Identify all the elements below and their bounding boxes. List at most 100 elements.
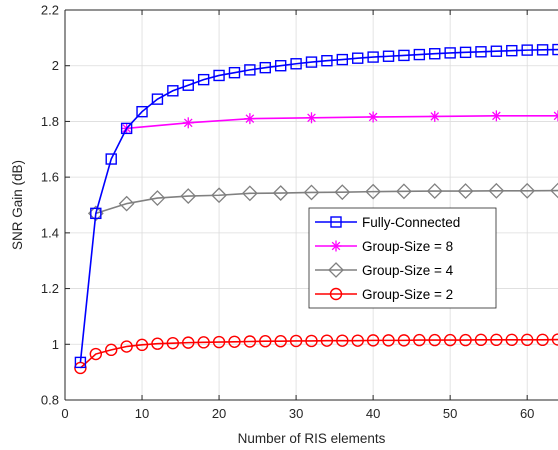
data-point — [135, 338, 149, 352]
legend-label: Fully-Connected — [362, 215, 460, 230]
x-tick-label: 50 — [443, 406, 457, 421]
data-point — [413, 333, 426, 347]
data-point — [396, 183, 412, 200]
asterisk-stroke — [553, 111, 558, 117]
data-point — [74, 356, 87, 369]
data-point — [197, 336, 210, 349]
data-point — [306, 112, 317, 124]
asterisk-stroke — [183, 118, 193, 128]
x-tick-label: 60 — [520, 406, 534, 421]
data-point — [243, 335, 257, 348]
data-point — [290, 58, 302, 70]
data-point — [305, 334, 318, 348]
asterisk-stroke — [368, 112, 378, 122]
data-point — [259, 335, 272, 348]
legend-entry: Fully-Connected — [315, 215, 460, 230]
data-point — [365, 183, 382, 200]
data-point — [151, 337, 164, 350]
data-point — [429, 110, 441, 122]
data-point — [105, 153, 117, 165]
data-point — [444, 47, 456, 59]
axes — [64, 9, 558, 401]
data-point — [180, 188, 197, 205]
legend-label: Group-Size = 8 — [362, 239, 453, 254]
data-point — [211, 187, 227, 204]
series-0 — [74, 43, 558, 369]
x-tick-label: 30 — [289, 406, 303, 421]
data-point — [443, 333, 457, 347]
data-point — [303, 184, 320, 201]
y-tick-label: 1.2 — [41, 281, 59, 296]
data-point — [241, 185, 258, 202]
data-point — [552, 110, 558, 122]
data-point — [490, 333, 503, 347]
asterisk-stroke — [553, 114, 558, 121]
data-point — [166, 336, 180, 350]
data-point — [505, 333, 518, 347]
data-point — [366, 334, 380, 347]
legend-marker — [330, 216, 342, 228]
asterisk-stroke — [307, 113, 316, 123]
data-point — [551, 333, 558, 346]
data-point — [272, 185, 289, 201]
data-point — [274, 60, 287, 72]
asterisk-stroke — [492, 111, 501, 121]
data-point — [459, 333, 472, 347]
data-point — [167, 85, 179, 97]
legend-label: Group-Size = 2 — [362, 287, 453, 302]
data-point — [213, 69, 225, 82]
data-point — [336, 334, 349, 347]
data-point — [120, 340, 133, 353]
y-tick-label: 1.4 — [41, 225, 59, 240]
data-point — [136, 105, 148, 118]
x-tick-label: 10 — [135, 406, 149, 421]
series-line — [95, 189, 558, 215]
data-point — [521, 44, 533, 56]
data-point — [520, 333, 534, 347]
y-tick-label: 1.8 — [41, 114, 59, 129]
x-tick-label: 20 — [212, 406, 226, 421]
data-point — [519, 182, 536, 199]
legend-entry: Group-Size = 2 — [315, 287, 453, 302]
data-point — [552, 43, 558, 56]
data-point — [120, 122, 133, 135]
legend-label: Group-Size = 4 — [362, 263, 454, 278]
data-point — [398, 49, 410, 62]
data-point — [182, 79, 194, 91]
legend: Fully-Connected Group-Size = 8 Group-Size … — [308, 207, 497, 309]
data-point — [118, 195, 135, 212]
data-point — [244, 64, 256, 76]
data-point — [352, 52, 364, 64]
legend-marker — [329, 287, 343, 301]
data-point — [259, 61, 271, 74]
series-line — [79, 338, 558, 369]
data-point — [397, 334, 411, 347]
data-point — [488, 182, 505, 199]
series-3 — [74, 333, 558, 375]
data-point — [244, 113, 256, 125]
data-point — [429, 48, 441, 60]
x-axis-label: Number of RIS elements — [238, 431, 386, 446]
ticks: 0 10 20 30 40 50 60 0.8 1 1.2 1.4 1.6 1.8 2 2.2 — [41, 3, 535, 422]
data-point — [228, 335, 241, 348]
x-tick-label: 0 — [61, 406, 68, 421]
data-point — [212, 335, 226, 349]
data-point — [89, 347, 103, 361]
data-point — [351, 334, 364, 347]
data-point — [474, 333, 488, 347]
series-line — [126, 115, 558, 130]
data-point — [367, 51, 379, 63]
legend-entry: Group-Size = 8 — [315, 239, 453, 254]
data-point — [413, 48, 426, 61]
data-point — [428, 333, 441, 347]
asterisk-stroke — [331, 241, 341, 251]
data-point — [105, 343, 118, 357]
data-point — [336, 53, 349, 66]
data-point — [228, 66, 241, 79]
y-tick-label: 1 — [52, 337, 59, 352]
data-point — [490, 110, 502, 122]
data-point — [536, 44, 549, 56]
series-line — [79, 48, 558, 363]
data-point — [367, 111, 379, 123]
